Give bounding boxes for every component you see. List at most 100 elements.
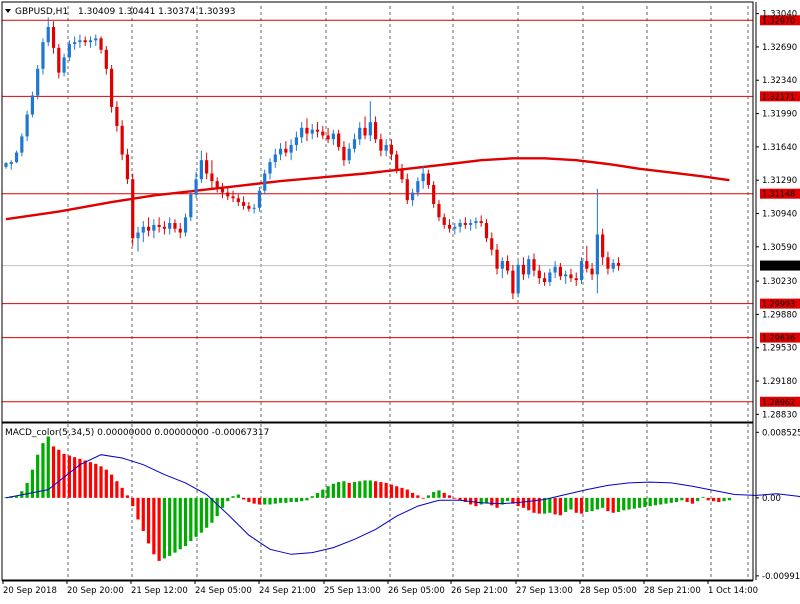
candle-body	[374, 122, 378, 140]
candle-body	[331, 133, 335, 140]
candle	[437, 200, 441, 222]
macd-bar	[368, 480, 372, 498]
macd-bar	[363, 480, 367, 498]
macd-bar	[674, 497, 679, 502]
macd-bar	[337, 482, 341, 498]
candle-body	[120, 125, 124, 155]
candle-body	[442, 217, 446, 225]
candle	[310, 124, 314, 140]
candle	[611, 259, 615, 273]
candle	[410, 188, 415, 206]
macd-bar	[141, 497, 145, 532]
candle	[268, 158, 272, 180]
candle-body	[495, 249, 499, 269]
macd-bar	[136, 497, 140, 520]
macd-bar	[51, 446, 56, 498]
candle	[516, 261, 520, 298]
candle-body	[41, 42, 45, 69]
candle	[579, 257, 584, 284]
macd-bar	[622, 497, 626, 511]
symbol-label: GBPUSD,H1	[15, 7, 68, 17]
level-tag	[760, 15, 800, 26]
candle-body	[400, 169, 404, 180]
candle	[51, 21, 56, 54]
candle-body	[437, 203, 441, 218]
candle-body	[368, 122, 372, 136]
macd-bar	[632, 497, 636, 509]
macd-bar	[210, 497, 214, 523]
candle-body	[4, 163, 8, 167]
candle	[595, 188, 599, 294]
macd-bar	[421, 497, 425, 499]
candle-body	[611, 262, 615, 269]
candle-body	[569, 274, 573, 279]
price-tick-label: 1.30940	[762, 210, 797, 220]
candle-body	[178, 228, 182, 233]
candle-body	[226, 192, 230, 197]
candle-body	[242, 202, 246, 206]
candle	[400, 164, 404, 184]
candle-body	[104, 49, 108, 69]
candle-body	[352, 139, 357, 149]
candle	[273, 148, 277, 168]
macd-signal-line	[5, 454, 800, 555]
candle-body	[553, 266, 557, 273]
candle	[616, 257, 621, 271]
triangle-down-icon[interactable]	[5, 9, 11, 13]
macd-bar	[220, 497, 225, 508]
candle	[384, 139, 388, 157]
macd-bar	[294, 497, 298, 502]
candle-body	[474, 221, 478, 224]
macd-bar	[542, 497, 547, 514]
candle	[495, 243, 499, 275]
price-tick-label: 1.32340	[762, 76, 797, 86]
candle	[57, 44, 61, 79]
candle-body	[479, 221, 483, 224]
candle-body	[506, 261, 510, 271]
candle	[263, 169, 267, 195]
macd-bar	[300, 497, 304, 502]
macd-bar	[57, 449, 61, 498]
price-tick-label: 1.31290	[762, 176, 797, 186]
candle-body	[363, 127, 367, 136]
macd-bar	[289, 497, 293, 502]
candle-body	[247, 205, 251, 209]
macd-bar	[30, 469, 34, 498]
candle-body	[395, 154, 399, 170]
macd-bar	[347, 482, 351, 498]
macd-bar	[400, 487, 404, 498]
macd-bar	[601, 497, 605, 508]
time-tick-label: 1 Oct 14:00	[708, 586, 758, 596]
candle-body	[326, 135, 330, 140]
candle	[479, 215, 483, 227]
candle	[183, 213, 188, 237]
ohlc-readout: 1.30409 1.30441 1.30374 1.30393	[78, 7, 235, 17]
macd-bar	[46, 436, 50, 498]
macd-bar	[706, 497, 710, 501]
candle	[110, 65, 114, 113]
candle-body	[157, 224, 161, 227]
macd-bar	[178, 497, 182, 550]
candle	[421, 165, 425, 189]
candle-body	[458, 223, 462, 227]
macd-bar	[648, 497, 652, 507]
candle	[62, 53, 66, 77]
price-tick-label: 1.29880	[762, 310, 797, 320]
candle-body	[67, 44, 71, 58]
macd-bar	[168, 497, 172, 556]
candle-body	[278, 148, 283, 155]
candle	[215, 177, 219, 193]
candle	[374, 116, 378, 144]
candle	[194, 171, 198, 199]
candle	[511, 264, 515, 300]
current-price-label: 1.30393	[762, 262, 795, 271]
candle	[469, 219, 473, 231]
candle	[20, 133, 24, 157]
macd-bar	[231, 496, 235, 498]
candle-body	[94, 38, 98, 41]
price-tick-label: 1.30230	[762, 277, 797, 287]
price-tick-label: 1.32690	[762, 43, 797, 53]
candle-body	[321, 131, 325, 136]
macd-bar	[521, 497, 526, 508]
candle	[326, 127, 330, 144]
